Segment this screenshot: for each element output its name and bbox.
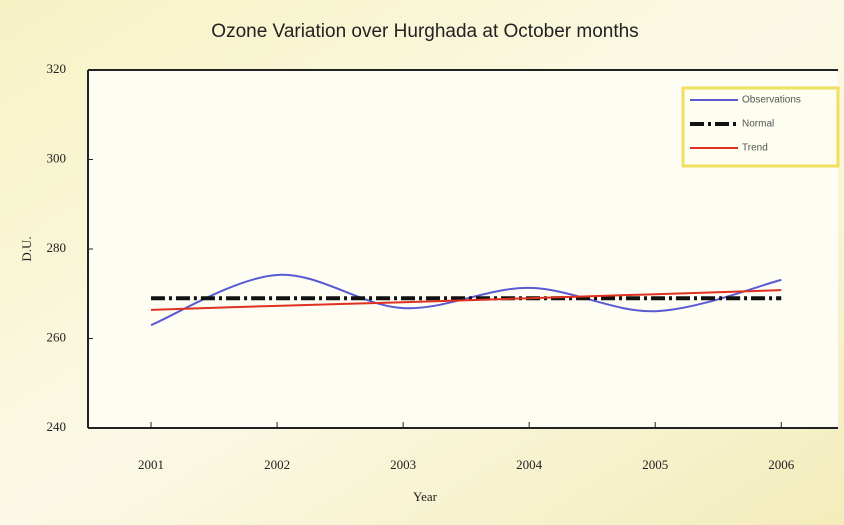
x-tick-label: 2003 xyxy=(390,457,416,472)
y-axis-label: D.U. xyxy=(19,236,34,261)
legend-label: Trend xyxy=(742,143,768,154)
series-line xyxy=(150,289,782,311)
x-tick-label: 2001 xyxy=(138,457,164,472)
legend-label: Observations xyxy=(742,95,801,106)
series-line xyxy=(150,273,782,327)
x-axis-label: Year xyxy=(413,489,438,504)
y-tick-label: 280 xyxy=(47,240,67,255)
legend-label: Normal xyxy=(742,119,774,130)
y-tick-label: 240 xyxy=(47,419,67,434)
x-tick-label: 2004 xyxy=(516,457,543,472)
chart-title: Ozone Variation over Hurghada at October… xyxy=(211,21,638,42)
x-tick-label: 2002 xyxy=(264,457,290,472)
x-tick-label: 2006 xyxy=(768,457,795,472)
y-tick-label: 300 xyxy=(47,150,67,165)
y-tick-label: 260 xyxy=(47,329,67,344)
y-tick-label: 320 xyxy=(47,61,67,76)
x-tick-label: 2005 xyxy=(642,457,668,472)
